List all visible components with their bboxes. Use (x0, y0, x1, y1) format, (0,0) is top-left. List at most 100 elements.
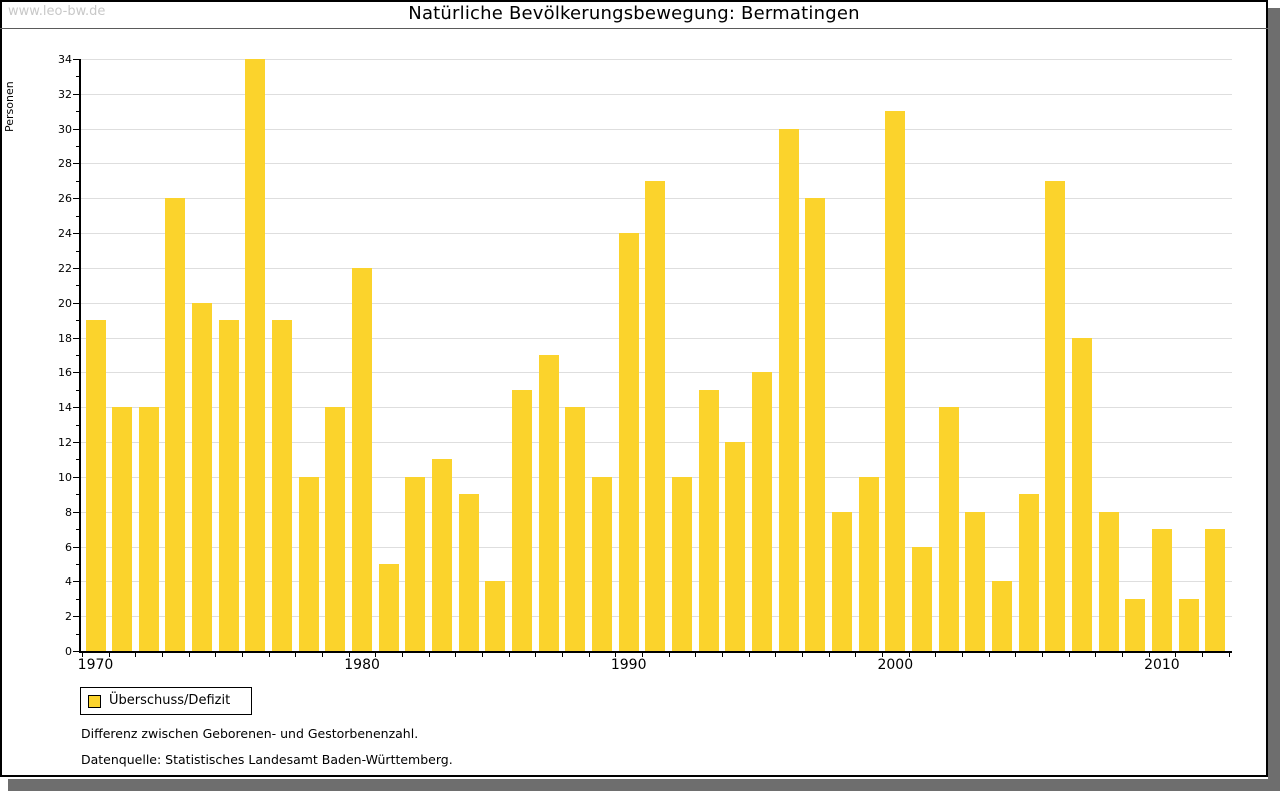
x-tick (748, 653, 750, 657)
x-tick (162, 653, 164, 657)
bar (1178, 598, 1199, 651)
bar (325, 407, 346, 651)
bar (165, 198, 186, 651)
y-tick-label: 32 (58, 87, 72, 101)
x-tick (1228, 653, 1230, 657)
x-tick (1175, 653, 1177, 657)
y-tick (73, 59, 79, 60)
y-tick (76, 111, 79, 113)
x-tick (775, 653, 777, 657)
y-tick-label: 22 (58, 261, 72, 275)
x-tick (535, 653, 537, 657)
x-tick (828, 653, 830, 657)
bar (352, 267, 373, 651)
bar (1071, 337, 1092, 651)
x-tick (508, 653, 510, 657)
x-tick (242, 653, 244, 657)
x-tick (935, 653, 937, 657)
y-tick (73, 267, 79, 269)
y-tick-label: 28 (58, 157, 72, 171)
x-tick (1068, 653, 1070, 657)
y-tick (76, 494, 79, 496)
x-tick (455, 653, 457, 657)
y-tick (76, 146, 79, 148)
y-tick (73, 128, 79, 130)
bar (752, 372, 772, 651)
x-tick (642, 653, 644, 657)
bar (1045, 180, 1066, 651)
x-tick (268, 653, 270, 657)
bar (192, 302, 213, 651)
y-tick (76, 320, 79, 322)
y-tick (73, 546, 79, 548)
y-tick-label: 0 (65, 645, 72, 658)
y-tick-label: 18 (58, 331, 72, 345)
bar (565, 407, 586, 651)
x-tick (1041, 653, 1043, 657)
y-tick (73, 476, 79, 478)
legend-swatch-icon (88, 695, 101, 708)
bar (458, 494, 479, 651)
x-tick (801, 653, 803, 657)
y-tick (76, 355, 79, 356)
y-tick-label: 4 (65, 575, 72, 589)
y-tick (76, 76, 79, 78)
bar (138, 407, 159, 651)
y-tick-label: 30 (58, 122, 72, 136)
y-tick (76, 529, 79, 531)
bar (512, 389, 533, 651)
x-tick (402, 653, 404, 657)
y-tick-label: 34 (58, 53, 72, 66)
y-tick (76, 598, 79, 600)
x-tick (562, 653, 564, 657)
y-tick-label: 20 (58, 296, 72, 310)
bar (938, 407, 959, 651)
bar (218, 320, 239, 651)
y-tick (76, 633, 79, 635)
gridline (81, 93, 1232, 95)
y-tick (73, 616, 79, 618)
y-tick (73, 407, 79, 409)
frame-shadow-bottom (8, 779, 1280, 791)
bar (1151, 529, 1172, 651)
bar (272, 320, 293, 651)
bar (911, 546, 932, 651)
x-tick (135, 653, 137, 657)
y-tick (76, 459, 79, 461)
y-tick (73, 233, 79, 235)
x-tick (961, 653, 963, 657)
x-tick (1015, 653, 1017, 657)
bar (885, 111, 906, 651)
x-tick (1148, 653, 1150, 657)
y-tick (73, 581, 79, 583)
y-tick (73, 442, 79, 444)
bar (378, 563, 399, 651)
x-tick (855, 653, 857, 657)
bar (965, 511, 986, 651)
x-tick (908, 653, 910, 657)
y-tick (76, 424, 79, 426)
bar (405, 476, 426, 651)
x-tick (215, 653, 217, 657)
bar (805, 198, 826, 651)
x-tick (588, 653, 590, 657)
y-tick-label: 8 (65, 505, 72, 519)
x-tick (375, 653, 377, 657)
x-tick-label: 1980 (344, 657, 380, 673)
x-tick (428, 653, 430, 657)
gridline (81, 128, 1232, 130)
bar (298, 476, 319, 651)
y-tick (73, 302, 79, 304)
y-tick-label: 14 (58, 401, 72, 415)
y-tick (73, 198, 79, 200)
x-tick (1201, 653, 1203, 657)
x-tick (615, 653, 617, 657)
bar (1018, 494, 1039, 651)
x-tick (82, 653, 84, 657)
bar (618, 233, 639, 651)
frame-shadow-right (1268, 8, 1280, 791)
x-tick (188, 653, 190, 657)
x-tick-label: 1970 (77, 657, 114, 673)
y-tick (76, 563, 79, 565)
bar (991, 581, 1012, 651)
